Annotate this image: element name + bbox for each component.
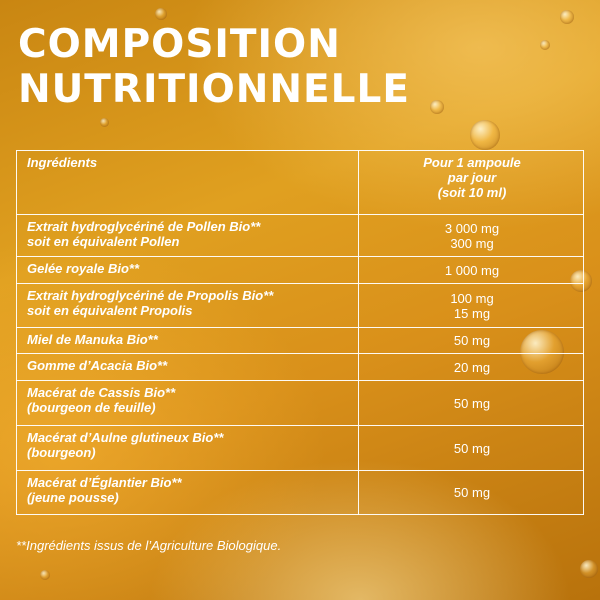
ingredient-dose: 50 mg [358,327,584,354]
table-row: Macérat d’Aulne glutineux Bio** (bourgeo… [16,425,584,471]
ingredient-dose: 3 000 mg 300 mg [358,214,584,257]
ingredient-name: Extrait hydroglycériné de Pollen Bio** s… [16,214,359,257]
ingredient-name: Gomme d’Acacia Bio** [16,353,359,381]
ingredient-dose: 1 000 mg [358,256,584,284]
page-title: COMPOSITION NUTRITIONNELLE [18,22,410,112]
ingredient-name: Extrait hydroglycériné de Propolis Bio**… [16,283,359,328]
header-ingredients: Ingrédients [16,150,359,215]
bubble-decoration [40,570,50,580]
title-line: NUTRITIONNELLE [18,67,410,112]
table-row: Miel de Manuka Bio** 50 mg [16,327,584,354]
composition-table: Ingrédients Pour 1 ampoule par jour (soi… [16,150,584,515]
table-row: Macérat d’Églantier Bio** (jeune pousse)… [16,470,584,515]
ingredient-dose: 20 mg [358,353,584,381]
bubble-decoration [580,560,598,578]
table-row: Gelée royale Bio** 1 000 mg [16,256,584,284]
bubble-decoration [100,118,109,127]
header-dose: Pour 1 ampoule par jour (soit 10 ml) [358,150,584,215]
ingredient-dose: 50 mg [358,470,584,515]
ingredient-name: Macérat de Cassis Bio** (bourgeon de feu… [16,380,359,426]
ingredient-dose: 100 mg 15 mg [358,283,584,328]
ingredient-dose: 50 mg [358,380,584,426]
footnote: **Ingrédients issus de l’Agriculture Bio… [16,538,282,553]
table-row: Macérat de Cassis Bio** (bourgeon de feu… [16,380,584,426]
ingredient-name: Gelée royale Bio** [16,256,359,284]
bubble-decoration [470,120,500,150]
table-header-row: Ingrédients Pour 1 ampoule par jour (soi… [16,150,584,215]
bubble-decoration [560,10,574,24]
ingredient-name: Miel de Manuka Bio** [16,327,359,354]
ingredient-name: Macérat d’Églantier Bio** (jeune pousse) [16,470,359,515]
table-row: Extrait hydroglycériné de Pollen Bio** s… [16,214,584,257]
table-row: Gomme d’Acacia Bio** 20 mg [16,353,584,381]
table-row: Extrait hydroglycériné de Propolis Bio**… [16,283,584,328]
bubble-decoration [430,100,444,114]
title-line: COMPOSITION [18,22,341,67]
ingredient-dose: 50 mg [358,425,584,471]
bubble-decoration [155,8,167,20]
ingredient-name: Macérat d’Aulne glutineux Bio** (bourgeo… [16,425,359,471]
bubble-decoration [540,40,550,50]
